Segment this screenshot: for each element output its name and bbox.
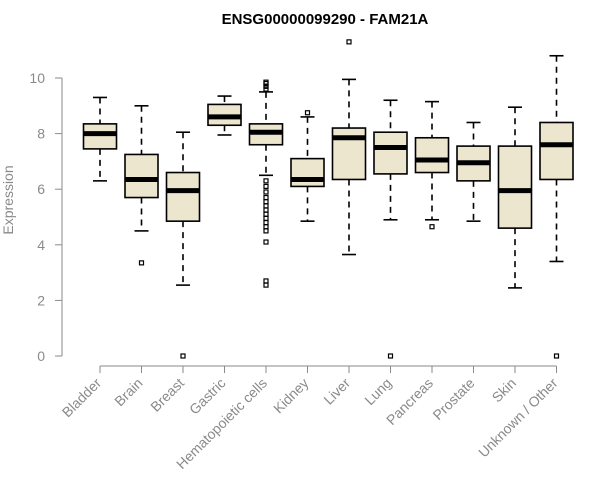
y-tick-label: 2 bbox=[37, 292, 45, 308]
x-tick-label: Liver bbox=[320, 375, 353, 408]
iqr-box bbox=[290, 157, 325, 188]
outlier-point bbox=[263, 211, 269, 217]
box-group-lung bbox=[373, 99, 408, 359]
outlier-point bbox=[304, 110, 311, 116]
box-group-brain bbox=[124, 105, 159, 266]
box-group-prostate bbox=[456, 121, 491, 222]
outlier-point bbox=[263, 178, 269, 184]
box-group-breast bbox=[165, 131, 201, 359]
iqr-box bbox=[82, 123, 118, 150]
outlier-point bbox=[553, 353, 560, 359]
outlier-point bbox=[429, 224, 435, 230]
box-group-hematopoietic-cells bbox=[248, 79, 284, 288]
y-tick-label: 4 bbox=[37, 237, 45, 253]
outlier-point bbox=[263, 189, 269, 195]
chart-title: ENSG00000099290 - FAM21A bbox=[222, 11, 429, 28]
outlier-point bbox=[138, 260, 145, 266]
box-group-gastric bbox=[207, 95, 242, 136]
outlier-point bbox=[263, 80, 269, 87]
outlier-point bbox=[263, 228, 269, 234]
iqr-box bbox=[539, 121, 574, 181]
y-tick-label: 0 bbox=[37, 348, 45, 364]
outlier-point bbox=[263, 215, 269, 221]
x-tick-label: Breast bbox=[147, 375, 187, 415]
outlier-point bbox=[263, 224, 269, 230]
box-group-liver bbox=[331, 39, 367, 256]
box-group-kidney bbox=[290, 110, 325, 222]
y-axis-label: Expression bbox=[0, 165, 16, 234]
iqr-box bbox=[373, 131, 408, 175]
iqr-box bbox=[497, 145, 533, 229]
x-tick-label: Lung bbox=[361, 375, 394, 408]
x-tick-label: Unknown / Other bbox=[475, 375, 561, 461]
x-tick-label: Kidney bbox=[270, 375, 312, 417]
x-tick-label: Skin bbox=[489, 375, 520, 406]
outlier-point bbox=[263, 278, 269, 284]
outlier-point bbox=[263, 194, 269, 201]
outlier-point bbox=[263, 199, 269, 205]
iqr-box bbox=[124, 153, 159, 199]
outlier-point bbox=[263, 183, 269, 190]
outlier-point bbox=[263, 203, 269, 209]
outlier-point bbox=[263, 207, 269, 213]
box-group-bladder bbox=[82, 96, 118, 182]
iqr-box bbox=[165, 171, 201, 222]
x-tick-label: Bladder bbox=[59, 375, 105, 421]
y-tick-label: 6 bbox=[37, 181, 45, 197]
outlier-point bbox=[263, 282, 269, 288]
outlier-point bbox=[180, 353, 186, 359]
outlier-point bbox=[263, 239, 269, 245]
outlier-point bbox=[263, 219, 269, 226]
outlier-point bbox=[346, 39, 352, 45]
box-group-pancreas bbox=[414, 100, 450, 230]
y-tick-label: 10 bbox=[29, 70, 45, 86]
outlier-point bbox=[263, 79, 269, 85]
box-group-unknown-other bbox=[539, 54, 574, 359]
box-group-skin bbox=[497, 106, 533, 289]
iqr-box bbox=[414, 136, 450, 174]
y-tick-label: 8 bbox=[37, 126, 45, 142]
outlier-point bbox=[263, 86, 269, 92]
x-tick-label: Brain bbox=[111, 375, 145, 409]
x-tick-label: Prostate bbox=[429, 375, 477, 423]
outlier-point bbox=[263, 83, 269, 89]
outlier-point bbox=[387, 353, 394, 359]
plot-area bbox=[82, 39, 574, 359]
